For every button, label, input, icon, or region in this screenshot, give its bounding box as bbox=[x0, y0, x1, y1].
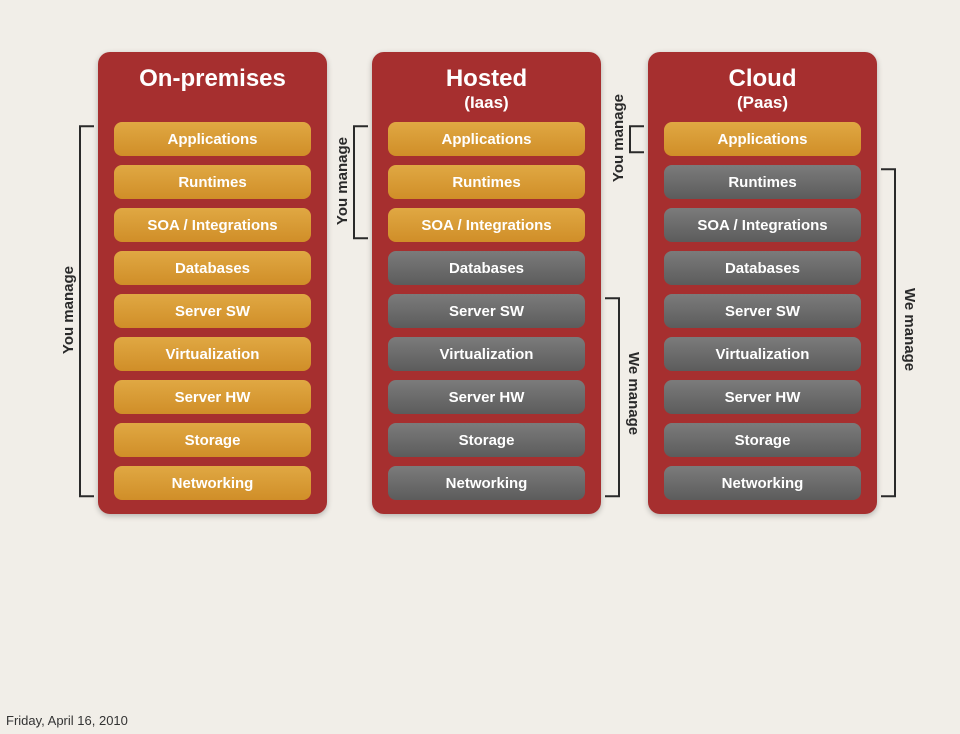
layer-pill: Networking bbox=[664, 466, 861, 500]
layer-pill: Virtualization bbox=[664, 337, 861, 371]
layer-pill: Networking bbox=[388, 466, 585, 500]
column-title: Cloud bbox=[660, 66, 865, 91]
column-title: Hosted bbox=[384, 66, 589, 91]
left-bracket bbox=[354, 126, 368, 238]
left-bracket bbox=[630, 126, 644, 152]
column-cloud: Cloud(Paas) Applications Runtimes SOA / Int… bbox=[648, 52, 877, 514]
layer-pill: Applications bbox=[114, 122, 311, 156]
layer-pill: Server HW bbox=[664, 380, 861, 414]
column-hosted: Hosted(Iaas) Applications Runtimes SOA / In… bbox=[372, 52, 601, 514]
layer-pill: Applications bbox=[664, 122, 861, 156]
left-bracket bbox=[80, 126, 94, 496]
right-bracket-label: We manage bbox=[901, 288, 918, 371]
layer-pill: Storage bbox=[664, 423, 861, 457]
layer-pill: Runtimes bbox=[114, 165, 311, 199]
right-bracket bbox=[605, 298, 619, 496]
layer-pill: Runtimes bbox=[388, 165, 585, 199]
right-bracket-label: We manage bbox=[625, 352, 642, 435]
column-subtitle: (Paas) bbox=[660, 93, 865, 113]
slide: On-premises Applications Runtimes SOA / Int… bbox=[0, 0, 960, 700]
left-bracket-label: You manage bbox=[60, 266, 77, 354]
layer-pill: Runtimes bbox=[664, 165, 861, 199]
layer-pill: Databases bbox=[114, 251, 311, 285]
layer-pill: Storage bbox=[114, 423, 311, 457]
layer-pill: SOA / Integrations bbox=[114, 208, 311, 242]
right-bracket bbox=[881, 169, 895, 496]
layer-pill: Server SW bbox=[664, 294, 861, 328]
layer-pill: Networking bbox=[114, 466, 311, 500]
layer-pill: Server SW bbox=[114, 294, 311, 328]
layer-pill: Databases bbox=[664, 251, 861, 285]
footer-date: Friday, April 16, 2010 bbox=[6, 713, 128, 728]
layer-pill: Server SW bbox=[388, 294, 585, 328]
layer-pill: SOA / Integrations bbox=[388, 208, 585, 242]
layer-pill: Applications bbox=[388, 122, 585, 156]
left-bracket-label: You manage bbox=[610, 94, 627, 182]
layer-pill: Storage bbox=[388, 423, 585, 457]
layer-pill: Databases bbox=[388, 251, 585, 285]
column-subtitle: (Iaas) bbox=[384, 93, 589, 113]
layer-pill: Server HW bbox=[388, 380, 585, 414]
layer-pill: Virtualization bbox=[114, 337, 311, 371]
left-bracket-label: You manage bbox=[334, 137, 351, 225]
layer-pill: Server HW bbox=[114, 380, 311, 414]
layer-pill: SOA / Integrations bbox=[664, 208, 861, 242]
layer-pill: Virtualization bbox=[388, 337, 585, 371]
column-title: On-premises bbox=[110, 66, 315, 91]
column-on-premises: On-premises Applications Runtimes SOA / Int… bbox=[98, 52, 327, 514]
